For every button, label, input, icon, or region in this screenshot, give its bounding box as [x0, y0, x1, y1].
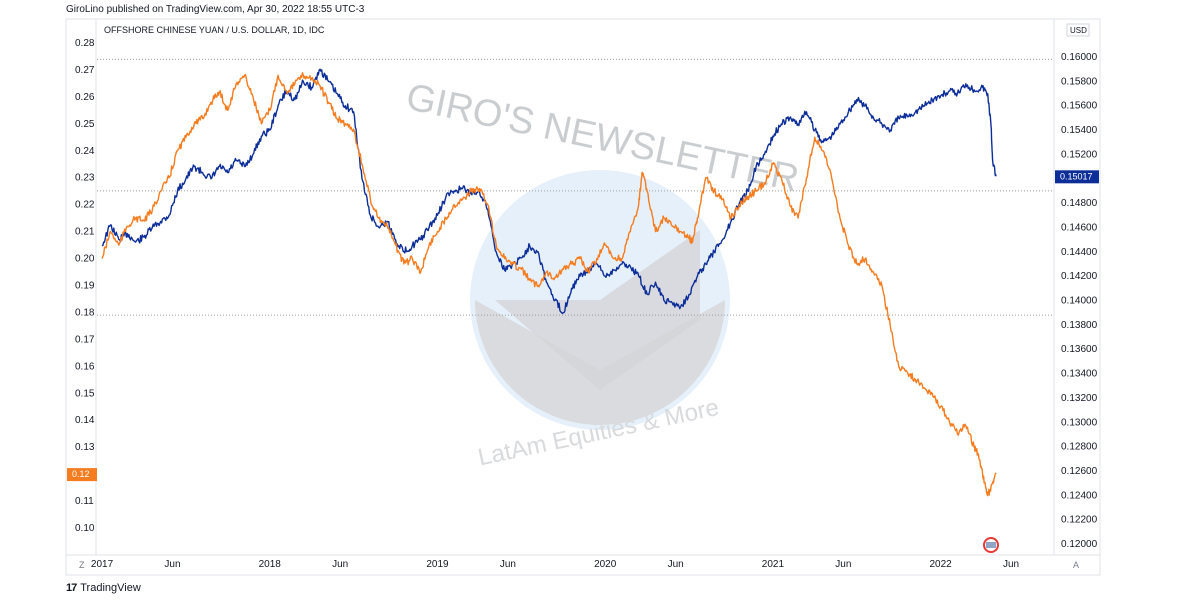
right-tick-label: 0.14600 — [1061, 222, 1098, 233]
footer: 17 TradingView — [66, 582, 141, 594]
right-tick-label: 0.15600 — [1061, 101, 1098, 112]
left-tick-label: 0.22 — [75, 200, 95, 211]
left-tick-label: 0.19 — [75, 281, 95, 292]
time-tick-label: 2018 — [259, 559, 282, 570]
auto-scale-button[interactable]: A — [1073, 560, 1079, 570]
blue-last-value-bg — [1055, 170, 1099, 184]
series-line-orange — [101, 71, 997, 497]
currency-button-label[interactable]: USD — [1070, 26, 1087, 35]
orange-last-value-bg — [67, 468, 97, 482]
right-tick-label: 0.13400 — [1061, 369, 1098, 380]
left-tick-label: 0.23 — [75, 173, 95, 184]
time-tick-label: Jun — [668, 559, 684, 570]
right-tick-label: 0.12400 — [1061, 490, 1098, 501]
left-tick-label: 0.17 — [75, 334, 95, 345]
left-tick-label: 0.16 — [75, 361, 95, 372]
time-tick-label: 2020 — [594, 559, 617, 570]
right-tick-label: 0.14000 — [1061, 296, 1098, 307]
series-line-blue — [101, 68, 997, 315]
right-tick-label: 0.16000 — [1061, 52, 1098, 63]
left-tick-label: 0.27 — [75, 65, 95, 76]
time-tick-label: 2021 — [762, 559, 785, 570]
left-tick-label: 0.26 — [75, 92, 95, 103]
time-tick-label: Jun — [1003, 559, 1019, 570]
time-tick-label: 2017 — [91, 559, 114, 570]
time-tick-label: Jun — [835, 559, 851, 570]
right-tick-label: 0.14800 — [1061, 198, 1098, 209]
left-axis-ticks: 0.28 0.27 0.26 0.25 0.24 0.23 0.22 0.21 0.20 0.19… — [75, 38, 95, 534]
time-tick-label: 2019 — [426, 559, 449, 570]
orange-last-value-label: 0.12 — [67, 468, 97, 482]
right-tick-label: 0.12000 — [1061, 539, 1098, 550]
currency-button[interactable]: USD — [1066, 23, 1090, 37]
horizontal-lines — [97, 58, 1053, 316]
series-layer — [101, 68, 997, 497]
chart-frame — [65, 18, 1101, 576]
left-tick-label: 0.15 — [75, 388, 95, 399]
zoom-reset-button[interactable]: Z — [79, 560, 85, 570]
chart-title: OFFSHORE CHINESE YUAN / U.S. DOLLAR, 1D,… — [104, 25, 325, 35]
left-tick-label: 0.24 — [75, 146, 95, 157]
time-tick-label: Jun — [500, 559, 516, 570]
left-tick-label: 0.21 — [75, 227, 95, 238]
tradingview-logo-icon: 17 — [66, 582, 77, 594]
flag-icon-body[interactable] — [986, 542, 996, 548]
flag-icon[interactable] — [983, 537, 999, 553]
right-tick-label: 0.14400 — [1061, 247, 1098, 258]
left-tick-label: 0.13 — [75, 442, 95, 453]
right-tick-label: 0.12600 — [1061, 466, 1098, 477]
time-tick-label: Jun — [332, 559, 348, 570]
right-tick-label: 0.12200 — [1061, 515, 1098, 526]
footer-brand: TradingView — [80, 582, 141, 594]
left-tick-label: 0.18 — [75, 307, 95, 318]
left-tick-label: 0.25 — [75, 119, 95, 130]
blue-last-value-label: 0.15017 — [1055, 170, 1099, 184]
time-tick-label: 2022 — [930, 559, 953, 570]
watermark-check-shape — [475, 300, 725, 425]
time-tick-label: Jun — [164, 559, 180, 570]
right-tick-label: 0.14200 — [1061, 271, 1098, 282]
right-tick-label: 0.13600 — [1061, 344, 1098, 355]
publish-info: GiroLino published on TradingView.com, A… — [66, 4, 365, 15]
right-axis-ticks: 0.16000 0.15800 0.15600 0.15400 0.15200 0.150… — [1061, 52, 1098, 550]
watermark-chevron-shape — [495, 230, 700, 390]
currency-button-bg[interactable] — [1066, 23, 1090, 37]
right-tick-label: 0.15200 — [1061, 149, 1098, 160]
left-tick-label: 0.28 — [75, 38, 95, 49]
time-axis-ticks: 2017 Jun 2018 Jun 2019 Jun 2020 Jun 2021 Jun 2022 J… — [91, 559, 1019, 570]
watermark: GIRO'S NEWSLETTER LatAm Equities & More — [403, 76, 803, 471]
left-tick-label: 0.14 — [75, 415, 95, 426]
right-tick-label: 0.15400 — [1061, 125, 1098, 136]
blue-last-value-text: 0.15017 — [1060, 171, 1093, 181]
right-tick-label: 0.13000 — [1061, 417, 1098, 428]
right-tick-label: 0.13200 — [1061, 393, 1098, 404]
left-tick-label: 0.11 — [75, 496, 94, 507]
right-tick-label: 0.15800 — [1061, 76, 1098, 87]
right-tick-label: 0.13800 — [1061, 320, 1098, 331]
right-tick-label: 0.12800 — [1061, 442, 1098, 453]
left-tick-label: 0.10 — [75, 523, 95, 534]
left-tick-label: 0.20 — [75, 254, 95, 265]
orange-last-value-text: 0.12 — [72, 469, 90, 479]
